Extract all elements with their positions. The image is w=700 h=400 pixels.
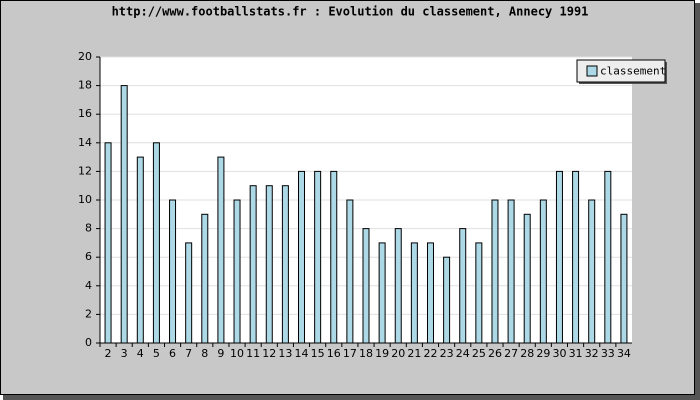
x-tick-label: 15 [311,347,325,360]
x-tick-label: 18 [359,347,373,360]
bar [136,156,144,344]
bar [410,242,418,344]
bar [314,170,322,344]
x-tick-label: 28 [520,347,534,360]
x-tick-label: 16 [327,347,341,360]
bar [281,185,289,344]
x-tick-label: 10 [230,347,244,360]
x-tick-label: 22 [423,347,437,360]
legend-label: classement [600,65,666,78]
y-tick-label: 10 [78,193,92,206]
x-tick-label: 33 [601,347,615,360]
bar [152,142,160,344]
bar [539,199,547,344]
x-tick-label: 19 [375,347,389,360]
y-tick-label: 0 [85,336,92,349]
legend-swatch [586,65,598,77]
x-tick-label: 34 [617,347,631,360]
y-tick-label: 6 [85,250,92,263]
bar [330,170,338,344]
x-tick-label: 24 [456,347,470,360]
legend-box [576,59,666,83]
bar [362,228,370,344]
y-tick-label: 16 [78,107,92,120]
bar [185,242,193,344]
bar [104,142,112,344]
x-tick-label: 20 [391,347,405,360]
x-tick-label: 8 [201,347,208,360]
bar [588,199,596,344]
bar [523,213,531,344]
y-tick-label: 8 [85,222,92,235]
x-tick-label: 27 [504,347,518,360]
x-tick-label: 26 [488,347,502,360]
x-tick-label: 7 [185,347,192,360]
y-tick-label: 18 [78,79,92,92]
bar [217,156,225,344]
bar [346,199,354,344]
x-tick-label: 12 [262,347,276,360]
x-tick-label: 14 [295,347,309,360]
bar [265,185,273,344]
y-tick-label: 12 [78,164,92,177]
y-tick-label: 4 [85,279,92,292]
x-tick-label: 4 [137,347,144,360]
chart-title: http://www.footballstats.fr : Evolution … [112,5,589,19]
x-tick-label: 13 [278,347,292,360]
bar [443,256,451,344]
bar [120,85,128,344]
x-tick-label: 31 [569,347,583,360]
bar [491,199,499,344]
x-tick-label: 17 [343,347,357,360]
bar [201,213,209,344]
bar [394,228,402,344]
bar [249,185,257,344]
x-tick-label: 3 [121,347,128,360]
bar [507,199,515,344]
x-tick-label: 32 [585,347,599,360]
bar [620,213,628,344]
x-tick-label: 25 [472,347,486,360]
bar [604,170,612,344]
bar [555,170,563,344]
x-tick-label: 29 [536,347,550,360]
x-tick-label: 6 [169,347,176,360]
x-tick-label: 23 [440,347,454,360]
x-tick-label: 2 [105,347,112,360]
bar [298,170,306,344]
y-tick-label: 14 [78,136,92,149]
y-tick-label: 2 [85,307,92,320]
bar [378,242,386,344]
y-tick-label: 20 [78,50,92,63]
bar [459,228,467,344]
x-tick-label: 21 [407,347,421,360]
bar [475,242,483,344]
bar [233,199,241,344]
x-tick-label: 5 [153,347,160,360]
bar [572,170,580,344]
bar [426,242,434,344]
x-tick-label: 9 [217,347,224,360]
x-tick-label: 11 [246,347,260,360]
x-tick-label: 30 [552,347,566,360]
bar [169,199,177,344]
